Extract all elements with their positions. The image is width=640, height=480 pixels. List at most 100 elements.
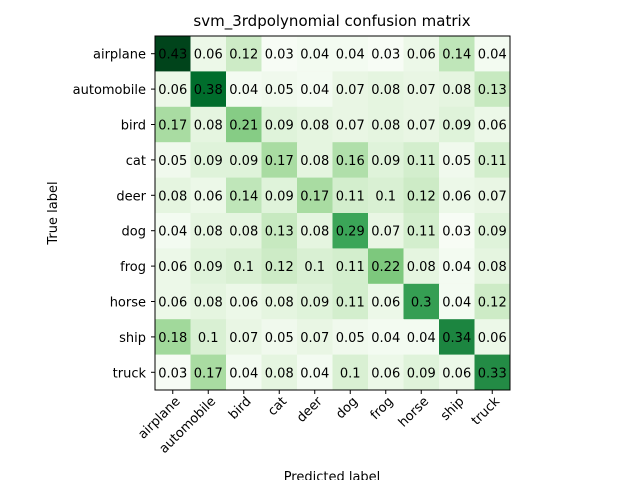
cell-value-label: 0.04 — [478, 48, 507, 63]
heatmap-cell — [474, 319, 511, 356]
heatmap-cell — [439, 354, 475, 391]
heatmap-cell — [226, 319, 262, 356]
heatmap-cell — [297, 248, 333, 285]
heatmap-cell — [297, 106, 333, 143]
heatmap-cell — [155, 36, 191, 72]
cell-value-label: 0.06 — [371, 296, 400, 311]
cell-value-label: 0.08 — [300, 154, 329, 169]
heatmap-cell — [190, 177, 227, 214]
heatmap-cell — [368, 213, 404, 249]
heatmap-cell — [368, 283, 404, 320]
cell-value-label: 0.09 — [407, 366, 436, 381]
y-tick-label: ship — [119, 331, 146, 346]
cell-value-label: 0.04 — [300, 48, 329, 63]
y-axis-label: True label — [46, 181, 61, 245]
cell-value-label: 0.12 — [478, 296, 507, 311]
y-tick-label: airplane — [93, 48, 146, 63]
cell-value-label: 0.08 — [478, 260, 507, 275]
cell-value-label: 0.11 — [336, 189, 365, 204]
heatmap-cell — [403, 71, 440, 108]
cell-value-label: 0.04 — [371, 331, 400, 346]
heatmap-cell — [297, 283, 333, 320]
heatmap-cell — [297, 319, 333, 356]
heatmap-cell — [190, 248, 227, 285]
cell-value-label: 0.06 — [158, 83, 187, 98]
cell-value-label: 0.03 — [371, 48, 400, 63]
y-tick-label: bird — [121, 119, 146, 134]
cell-value-label: 0.08 — [407, 260, 436, 275]
heatmap-cell — [439, 106, 475, 143]
cell-value-label: 0.09 — [371, 154, 400, 169]
y-tick-label: cat — [126, 154, 146, 169]
heatmap-cell — [226, 354, 262, 391]
heatmap-cell — [474, 106, 511, 143]
heatmap-cell — [368, 36, 404, 72]
cell-value-label: 0.09 — [265, 189, 294, 204]
heatmap-cell — [190, 319, 227, 356]
cell-value-label: 0.17 — [158, 119, 187, 134]
cell-value-label: 0.04 — [442, 260, 471, 275]
cell-value-label: 0.11 — [478, 154, 507, 169]
heatmap-cell — [261, 36, 298, 72]
heatmap-cell — [368, 177, 404, 214]
cell-value-label: 0.11 — [336, 296, 365, 311]
heatmap-cell — [297, 213, 333, 249]
cell-value-label: 0.08 — [194, 296, 223, 311]
heatmap-cell — [439, 319, 475, 356]
cell-value-label: 0.1 — [304, 260, 325, 275]
heatmap-cell — [190, 106, 227, 143]
y-tick-labels: airplane automobile bird cat deer dog frog hors… — [73, 48, 155, 381]
heatmap-cell — [332, 213, 369, 249]
heatmap-cell — [297, 36, 333, 72]
cell-value-label: 0.06 — [442, 189, 471, 204]
heatmap-cell — [226, 283, 262, 320]
heatmap-cell — [261, 71, 298, 108]
heatmap-cell — [155, 354, 191, 391]
heatmap-cell — [403, 319, 440, 356]
heatmap-cell — [261, 248, 298, 285]
heatmap-cell — [368, 319, 404, 356]
cell-value-label: 0.1 — [340, 366, 361, 381]
cell-value-label: 0.04 — [336, 48, 365, 63]
cell-value-label: 0.05 — [158, 154, 187, 169]
heatmap-cell — [403, 177, 440, 214]
heatmap-cell — [474, 248, 511, 285]
cell-value-label: 0.04 — [407, 331, 436, 346]
heatmap-cell — [332, 71, 369, 108]
cell-value-label: 0.03 — [265, 48, 294, 63]
heatmap-cell — [368, 142, 404, 179]
chart-title: svm_3rdpolynomial confusion matrix — [193, 12, 470, 31]
cell-value-label: 0.12 — [265, 260, 294, 275]
cell-value-label: 0.09 — [194, 260, 223, 275]
cell-value-label: 0.07 — [300, 331, 329, 346]
x-tick-label: cat — [265, 394, 290, 419]
cell-value-label: 0.1 — [198, 331, 219, 346]
heatmap-cell — [403, 248, 440, 285]
cell-value-label: 0.06 — [158, 296, 187, 311]
x-axis-label: Predicted label — [284, 470, 381, 480]
heatmap-cell — [439, 248, 475, 285]
heatmap-cell — [474, 354, 511, 391]
heatmap-cell — [190, 213, 227, 249]
cell-value-label: 0.12 — [229, 48, 258, 63]
heatmap-cell — [368, 71, 404, 108]
heatmap-cell — [332, 142, 369, 179]
x-tick-label: truck — [469, 394, 504, 429]
heatmap-cell — [261, 177, 298, 214]
cell-value-label: 0.08 — [194, 225, 223, 240]
cell-value-label: 0.05 — [336, 331, 365, 346]
heatmap-cell — [403, 36, 440, 72]
cell-value-label: 0.04 — [229, 366, 258, 381]
cell-value-label: 0.03 — [158, 366, 187, 381]
cell-value-label: 0.09 — [229, 154, 258, 169]
heatmap-cell — [439, 142, 475, 179]
cell-value-label: 0.3 — [411, 296, 432, 311]
cell-value-label: 0.11 — [407, 154, 436, 169]
cell-value-label: 0.03 — [442, 225, 471, 240]
heatmap-cell — [368, 354, 404, 391]
heatmap-cell — [297, 142, 333, 179]
heatmap-cell — [190, 283, 227, 320]
cell-value-label: 0.04 — [300, 83, 329, 98]
